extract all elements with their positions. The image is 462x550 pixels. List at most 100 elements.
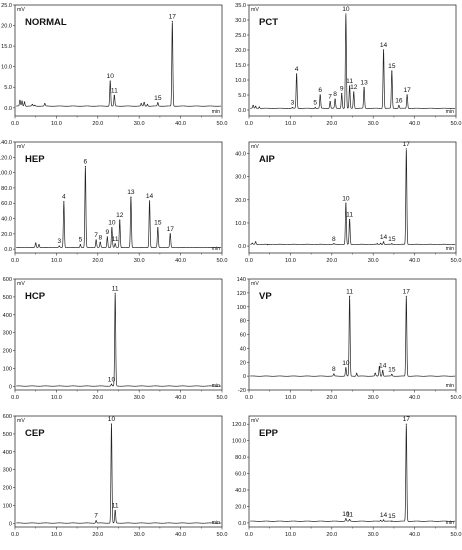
peak-apex bbox=[405, 148, 407, 150]
x-tick-label: 10.0 bbox=[285, 121, 296, 127]
chromatogram-trace bbox=[250, 295, 456, 377]
x-tick-label: 0.0 bbox=[11, 532, 19, 538]
y-tick-label: 60.0 bbox=[235, 472, 246, 478]
peak-label: 10 bbox=[108, 416, 116, 423]
peak-apex bbox=[345, 13, 347, 15]
peak-apex bbox=[169, 233, 171, 235]
peak-apex bbox=[255, 105, 257, 107]
peak-apex bbox=[19, 99, 21, 101]
peak-label: 12 bbox=[116, 212, 124, 219]
y-unit-label: mV bbox=[17, 7, 25, 13]
y-tick-label: 0.0 bbox=[238, 108, 246, 114]
x-tick-label: 30.0 bbox=[134, 258, 145, 264]
peak-label: 5 bbox=[79, 237, 83, 244]
panel-title: CEP bbox=[25, 428, 45, 439]
x-tick-label: 50.0 bbox=[451, 121, 462, 127]
y-tick-label: 140 bbox=[237, 277, 246, 283]
peak-label: 11 bbox=[346, 78, 353, 85]
x-tick-label: 30.0 bbox=[368, 258, 379, 264]
x-tick-label: 0.0 bbox=[11, 121, 19, 127]
x-tick-label: 30.0 bbox=[368, 395, 379, 401]
x-tick-label: 20.0 bbox=[92, 121, 103, 127]
peak-label: 14 bbox=[380, 234, 388, 241]
peak-label: 15 bbox=[388, 63, 396, 70]
peak-label: 14 bbox=[380, 42, 388, 49]
peak-label: 15 bbox=[154, 95, 162, 102]
peak-apex bbox=[391, 373, 393, 375]
panel-title: HCP bbox=[25, 291, 46, 302]
peak-apex bbox=[114, 509, 116, 512]
peak-apex bbox=[382, 49, 385, 51]
peak-label: 5 bbox=[313, 100, 317, 107]
y-tick-label: 40 bbox=[240, 346, 246, 352]
y-tick-label: 60 bbox=[240, 333, 246, 339]
x-tick-label: 0.0 bbox=[245, 121, 253, 127]
x-unit-label: min bbox=[446, 109, 454, 115]
x-tick-label: 40.0 bbox=[409, 121, 420, 127]
peak-apex bbox=[319, 94, 321, 96]
y-tick-label: 20.0 bbox=[235, 504, 246, 510]
peak-label: 6 bbox=[84, 158, 88, 165]
y-tick-label: 80 bbox=[240, 319, 246, 325]
peak-apex bbox=[267, 244, 269, 246]
peak-label: 7 bbox=[94, 232, 98, 239]
peak-apex bbox=[341, 92, 343, 95]
peak-apex bbox=[376, 243, 378, 245]
y-unit-label: mV bbox=[251, 7, 259, 13]
x-tick-label: 30.0 bbox=[134, 395, 145, 401]
x-unit-label: min bbox=[446, 383, 454, 389]
peak-apex bbox=[345, 367, 347, 369]
chromatogram-panel-aip: 0.0 10.0 20.0 30.0 40.0 0.0 10.0 20.0 30.0 40.0 50… bbox=[235, 141, 461, 264]
x-tick-label: 50.0 bbox=[451, 532, 462, 538]
chromatogram-panel-pct: 0.0 5.0 10.0 15.0 20.0 25.0 30.0 35.0 0.0 10.0 20.… bbox=[235, 3, 461, 127]
peak-apex bbox=[405, 295, 407, 297]
peak-label: 14 bbox=[379, 363, 387, 370]
chromatogram-trace bbox=[250, 149, 456, 245]
chromatogram-panel-hcp: 0 100 200 300 400 500 600 0.0 10.0 20.0 30.0 40.0 50… bbox=[3, 277, 228, 401]
panel-title: EPP bbox=[259, 428, 279, 439]
peak-apex bbox=[58, 245, 60, 247]
peak-apex bbox=[329, 101, 331, 103]
peak-label: 15 bbox=[388, 236, 396, 243]
peak-apex bbox=[106, 236, 108, 238]
y-tick-label: 10.0 bbox=[235, 221, 246, 227]
peak-label: 17 bbox=[403, 288, 411, 295]
x-tick-label: 40.0 bbox=[175, 258, 186, 264]
x-tick-label: 0.0 bbox=[11, 395, 19, 401]
peak-apex bbox=[349, 519, 351, 521]
peak-apex bbox=[157, 102, 159, 104]
x-tick-label: 20.0 bbox=[92, 395, 103, 401]
y-tick-label: 0 bbox=[9, 521, 12, 527]
x-tick-label: 10.0 bbox=[285, 258, 296, 264]
peak-label: 3 bbox=[57, 238, 61, 245]
peak-label: 14 bbox=[146, 193, 154, 200]
x-tick-label: 0.0 bbox=[11, 258, 19, 264]
peak-label: 11 bbox=[111, 87, 118, 94]
y-tick-label: 120.0 bbox=[0, 155, 12, 161]
peak-apex bbox=[391, 520, 393, 522]
peak-label: 17 bbox=[403, 141, 411, 148]
chromatogram-trace bbox=[16, 167, 222, 249]
peak-label: 17 bbox=[169, 13, 177, 20]
peak-apex bbox=[109, 80, 111, 82]
peak-label: 10 bbox=[108, 220, 116, 227]
y-unit-label: mV bbox=[251, 144, 259, 150]
peak-apex bbox=[38, 243, 40, 246]
plot-frame bbox=[248, 4, 457, 117]
peak-label: 13 bbox=[360, 80, 368, 87]
y-tick-label: 40.0 bbox=[235, 488, 246, 494]
chromatogram-panel-cep: 0 100 200 300 400 500 600 0.0 10.0 20.0 30.0 40.0 50… bbox=[3, 414, 228, 538]
y-tick-label: 5.0 bbox=[238, 93, 246, 99]
x-tick-label: 0.0 bbox=[245, 395, 253, 401]
peak-label: 6 bbox=[318, 87, 322, 94]
chromatogram-trace bbox=[16, 423, 222, 524]
x-tick-label: 30.0 bbox=[134, 532, 145, 538]
y-tick-label: 100.0 bbox=[232, 439, 246, 445]
peak-label: 10 bbox=[108, 376, 116, 383]
peak-apex bbox=[157, 227, 159, 229]
peak-apex bbox=[374, 372, 376, 374]
peak-apex bbox=[171, 20, 173, 23]
y-tick-label: 600 bbox=[3, 277, 12, 283]
x-unit-label: min bbox=[212, 246, 220, 252]
